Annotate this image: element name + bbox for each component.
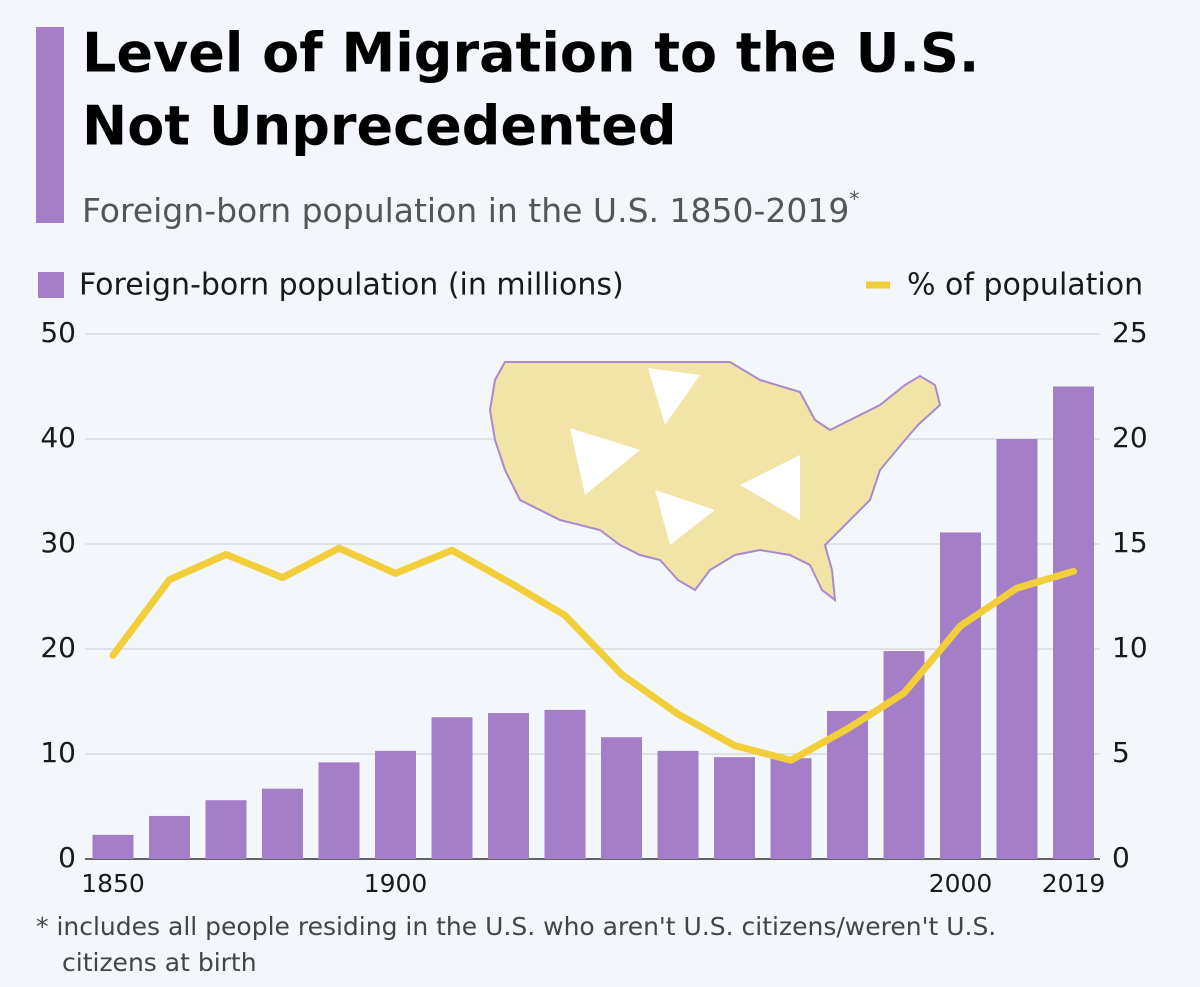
y-tick-label: 30 [40,526,76,559]
y-tick-label: 20 [40,631,76,664]
chart-subtitle: Foreign-born population in the U.S. 1850… [82,187,859,230]
footnote: * includes all people residing in the U.… [36,912,996,941]
chart-title: Level of Migration to the U.S. [82,22,979,85]
chart-title: Not Unprecedented [82,95,677,158]
bar [940,532,981,859]
y-tick-label: 50 [40,316,76,349]
legend-swatch [38,272,64,298]
y2-tick-label: 25 [1112,316,1148,349]
bar [770,758,812,859]
y-tick-label: 10 [40,736,76,769]
bar [92,834,134,859]
arrow [648,368,700,425]
bar [544,709,586,859]
bar [601,737,642,859]
x-tick-label: 2019 [1042,869,1106,898]
bar [1053,386,1094,859]
bar [375,750,416,859]
legend-label: Foreign-born population (in millions) [79,268,624,303]
arrow [655,490,715,545]
bar [431,717,473,859]
subtitle-note: * [849,187,859,211]
x-tick-label: 2000 [929,869,993,898]
bar [883,651,925,859]
map-illustration [488,361,942,603]
x-tick-label: 1850 [81,869,145,898]
y-tick-label: 40 [40,421,76,454]
legend-label: % of population [907,268,1143,303]
footnote: citizens at birth [62,948,257,977]
y2-tick-label: 15 [1112,526,1148,559]
y2-tick-label: 0 [1112,841,1130,874]
bar [714,757,755,859]
x-tick-label: 1900 [364,869,428,898]
arrow [740,455,800,520]
bar [657,750,699,859]
y2-tick-label: 5 [1112,736,1130,769]
bar [996,439,1038,859]
bar [149,815,190,859]
bar [205,800,247,859]
bar [318,762,360,859]
arrow [570,428,640,495]
line [109,544,1077,764]
subtitle-text: Foreign-born population in the U.S. 1850… [82,191,849,230]
bar [488,713,529,859]
us-map [488,361,942,603]
bar [262,788,303,859]
y2-tick-label: 10 [1112,631,1148,664]
y-tick-label: 0 [58,841,76,874]
title-accent [36,27,64,223]
y2-tick-label: 20 [1112,421,1148,454]
